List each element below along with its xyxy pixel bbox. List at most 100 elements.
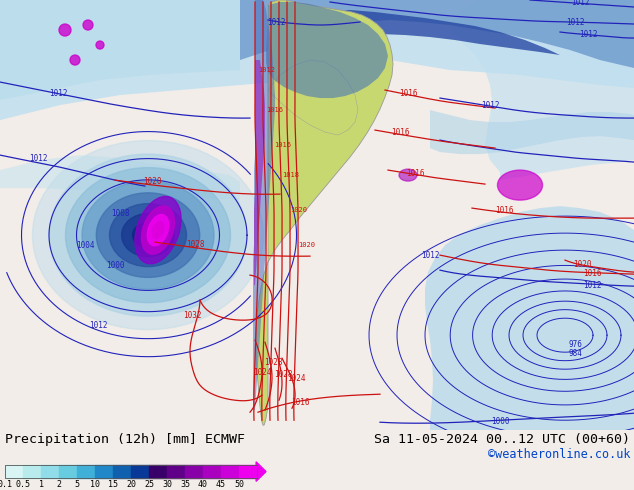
Text: 1016: 1016 <box>266 107 283 113</box>
Polygon shape <box>425 206 634 430</box>
Bar <box>113 465 131 478</box>
Text: 1020: 1020 <box>298 242 315 248</box>
Text: 1012: 1012 <box>481 100 499 110</box>
Text: 1016: 1016 <box>495 206 514 215</box>
Text: 1016: 1016 <box>399 89 417 98</box>
Ellipse shape <box>110 204 186 267</box>
Text: 1016: 1016 <box>291 398 309 407</box>
Ellipse shape <box>32 141 264 330</box>
Text: 10: 10 <box>90 480 100 489</box>
Text: 0.1: 0.1 <box>0 480 13 489</box>
Text: 1016: 1016 <box>391 127 410 137</box>
Polygon shape <box>254 60 265 285</box>
Text: 1012: 1012 <box>579 29 597 39</box>
Polygon shape <box>0 155 240 200</box>
Text: 1000: 1000 <box>491 416 509 426</box>
Polygon shape <box>0 0 240 100</box>
Text: 5: 5 <box>75 480 79 489</box>
Text: 1012: 1012 <box>89 320 107 330</box>
Ellipse shape <box>65 168 231 303</box>
Ellipse shape <box>498 170 543 200</box>
Polygon shape <box>266 2 388 98</box>
Text: 30: 30 <box>162 480 172 489</box>
Polygon shape <box>240 0 634 68</box>
Text: 20: 20 <box>126 480 136 489</box>
Text: 40: 40 <box>198 480 208 489</box>
Polygon shape <box>430 110 634 154</box>
Text: ©weatheronline.co.uk: ©weatheronline.co.uk <box>488 448 630 461</box>
Bar <box>59 465 77 478</box>
Ellipse shape <box>135 196 181 264</box>
Text: 1: 1 <box>39 480 44 489</box>
Text: 2: 2 <box>56 480 61 489</box>
Bar <box>239 465 257 478</box>
Text: Sa 11-05-2024 00..12 UTC (00+60): Sa 11-05-2024 00..12 UTC (00+60) <box>374 433 630 446</box>
Text: 1012: 1012 <box>421 250 439 260</box>
Text: 1028: 1028 <box>274 369 292 379</box>
Bar <box>77 465 95 478</box>
Polygon shape <box>253 0 275 410</box>
Polygon shape <box>285 10 560 55</box>
Text: 984: 984 <box>568 349 582 358</box>
Bar <box>203 465 221 478</box>
Text: 1012: 1012 <box>258 67 275 73</box>
Ellipse shape <box>141 206 174 254</box>
Polygon shape <box>256 0 393 425</box>
Text: 50: 50 <box>234 480 244 489</box>
Ellipse shape <box>122 214 174 257</box>
Ellipse shape <box>82 181 214 289</box>
Circle shape <box>70 55 80 65</box>
Polygon shape <box>0 0 634 120</box>
Text: Precipitation (12h) [mm] ECMWF: Precipitation (12h) [mm] ECMWF <box>5 433 245 446</box>
Bar <box>221 465 239 478</box>
Text: 25: 25 <box>144 480 154 489</box>
Bar <box>131 465 149 478</box>
Text: 1020: 1020 <box>573 260 592 269</box>
Text: 1016: 1016 <box>406 169 424 177</box>
Circle shape <box>96 41 104 49</box>
Bar <box>167 465 185 478</box>
Bar <box>95 465 113 478</box>
Ellipse shape <box>399 169 417 181</box>
Text: 976: 976 <box>568 340 582 349</box>
Ellipse shape <box>152 221 164 239</box>
Text: 1012: 1012 <box>267 18 285 26</box>
Text: 1012: 1012 <box>583 281 601 290</box>
Ellipse shape <box>96 193 200 277</box>
Text: 35: 35 <box>180 480 190 489</box>
Circle shape <box>83 20 93 30</box>
Bar <box>23 465 41 478</box>
Text: 1012: 1012 <box>29 153 48 163</box>
Bar <box>185 465 203 478</box>
Text: 1012: 1012 <box>566 18 585 26</box>
Text: 1004: 1004 <box>75 241 94 249</box>
Text: 1016: 1016 <box>274 142 291 148</box>
Text: 1032: 1032 <box>183 311 201 319</box>
Text: 1024: 1024 <box>253 368 271 377</box>
Text: 1000: 1000 <box>107 261 125 270</box>
Bar <box>41 465 59 478</box>
Bar <box>5 465 257 478</box>
Text: 45: 45 <box>216 480 226 489</box>
FancyArrow shape <box>256 462 266 481</box>
Text: 1028: 1028 <box>264 358 282 367</box>
Bar <box>5 465 23 478</box>
Text: 1018: 1018 <box>282 172 299 178</box>
Text: 1028: 1028 <box>186 240 204 248</box>
Ellipse shape <box>49 154 247 316</box>
Text: 1024: 1024 <box>287 374 305 383</box>
Bar <box>149 465 167 478</box>
Text: 0.5: 0.5 <box>15 480 30 489</box>
Text: 1008: 1008 <box>111 209 129 218</box>
Text: 1012: 1012 <box>571 0 589 6</box>
Polygon shape <box>268 60 358 135</box>
Ellipse shape <box>133 222 164 248</box>
Text: 1020: 1020 <box>143 176 161 186</box>
Ellipse shape <box>147 215 169 246</box>
Text: 15: 15 <box>108 480 118 489</box>
Polygon shape <box>450 0 634 180</box>
Text: 1012: 1012 <box>49 89 67 98</box>
Circle shape <box>59 24 71 36</box>
Text: 1020: 1020 <box>290 207 307 213</box>
Text: 1016: 1016 <box>583 269 601 278</box>
